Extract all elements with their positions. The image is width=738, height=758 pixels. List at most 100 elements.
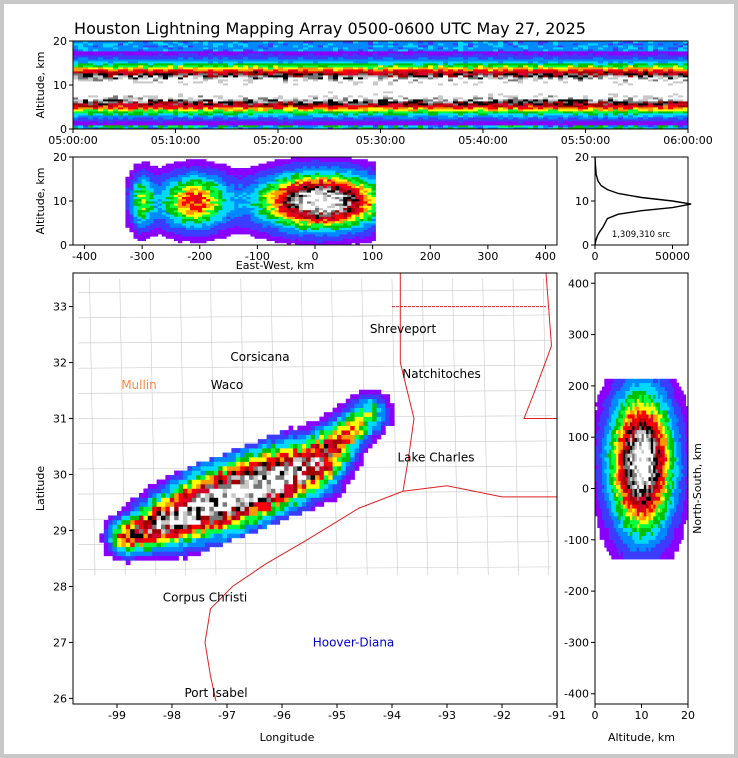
th-density-cell [218,71,224,74]
th-density-cell [508,83,514,86]
th-density-cell [108,121,114,124]
th-density-cell [283,125,289,128]
th-density-cell [103,67,109,70]
th-density-cell [373,127,379,130]
th-density-cell [158,101,164,104]
th-density-cell [153,87,159,90]
th-density-cell [198,121,204,124]
th-density-cell [103,73,109,76]
th-density-cell [328,111,334,114]
th-density-cell [168,127,174,130]
th-density-cell [483,49,489,52]
th-density-cell [498,117,504,120]
th-density-cell [308,65,314,68]
th-density-cell [198,89,204,92]
th-density-cell [158,59,164,62]
th-density-cell [418,57,424,60]
th-density-cell [408,119,414,122]
th-density-cell [138,65,144,68]
th-density-cell [218,85,224,88]
th-density-cell [223,89,229,92]
th-density-cell [243,45,249,48]
th-density-cell [183,95,189,98]
th-density-cell [478,113,484,116]
th-density-cell [283,109,289,112]
th-density-cell [433,53,439,56]
th-density-cell [238,91,244,94]
th-density-cell [333,99,339,102]
th-density-cell [398,115,404,118]
th-density-cell [168,47,174,50]
th-density-cell [183,97,189,100]
th-density-cell [303,51,309,54]
th-density-cell [193,91,199,94]
th-density-cell [208,49,214,52]
th-density-cell [238,89,244,92]
th-density-cell [408,109,414,112]
th-density-cell [223,125,229,128]
th-density-cell [463,127,469,130]
th-density-cell [73,57,79,60]
th-density-cell [308,117,314,120]
th-density-cell [233,85,239,88]
th-density-cell [503,55,509,58]
th-density-cell [158,87,164,90]
th-density-cell [228,119,234,122]
th-density-cell [258,67,264,70]
th-density-cell [168,59,174,62]
th-density-cell [253,95,259,98]
th-density-cell [493,83,499,86]
th-density-cell [123,115,129,118]
th-density-cell [143,99,149,102]
th-density-cell [248,61,254,64]
th-density-cell [243,63,249,66]
th-density-cell [108,97,114,100]
th-density-cell [128,63,134,66]
th-density-cell [323,109,329,112]
th-density-cell [98,121,104,124]
th-density-cell [228,111,234,114]
th-density-cell [138,53,144,56]
th-density-cell [333,115,339,118]
th-density-cell [73,43,79,46]
th-density-cell [118,117,124,120]
th-density-cell [98,113,104,116]
th-density-cell [148,67,154,70]
th-density-cell [138,91,144,94]
th-density-cell [443,55,449,58]
th-density-cell [303,79,309,82]
th-density-cell [443,101,449,104]
th-density-cell [183,121,189,124]
th-density-cell [113,81,119,84]
th-density-cell [298,91,304,94]
th-density-cell [108,43,114,46]
th-density-cell [78,93,84,96]
th-density-cell [93,53,99,56]
th-density-cell [253,113,259,116]
th-density-cell [143,117,149,120]
th-density-cell [283,101,289,104]
th-density-cell [388,93,394,96]
th-density-cell [458,101,464,104]
th-density-cell [378,79,384,82]
th-density-cell [398,79,404,82]
th-density-cell [488,109,494,112]
th-density-cell [328,41,334,44]
th-density-cell [208,41,214,44]
th-density-cell [423,55,429,58]
th-density-cell [213,93,219,96]
th-density-cell [493,51,499,54]
th-density-cell [238,45,244,48]
th-density-cell [228,121,234,124]
th-density-cell [138,115,144,118]
th-density-cell [163,79,169,82]
th-density-cell [183,79,189,82]
th-density-cell [203,65,209,68]
th-density-cell [358,59,364,62]
th-density-cell [178,113,184,116]
th-density-cell [173,85,179,88]
th-density-cell [298,93,304,96]
th-density-cell [248,107,254,110]
th-density-cell [73,91,79,94]
th-density-cell [328,79,334,82]
